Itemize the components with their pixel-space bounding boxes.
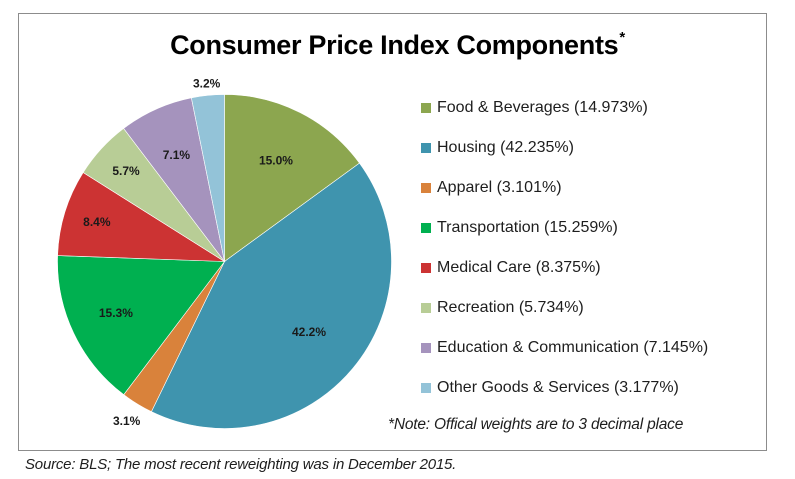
source-caption: Source: BLS; The most recent reweighting… (25, 456, 457, 473)
chart-title: Consumer Price Index Components* (0, 29, 795, 61)
pie-slice-food-beverages (224, 94, 360, 263)
data-label-medical-care: 8.4% (83, 215, 111, 229)
legend-item: Education & Communication (7.145%) (421, 336, 708, 376)
chart-title-text: Consumer Price Index Components (170, 30, 619, 60)
legend-item: Transportation (15.259%) (421, 216, 708, 256)
pie-slice-transportation (57, 255, 226, 396)
data-label-food-beverages: 15.0% (259, 153, 293, 167)
pie-slice-housing (151, 162, 392, 429)
legend-label: Food & Beverages (14.973%) (437, 99, 648, 116)
legend-label: Housing (42.235%) (437, 139, 574, 156)
legend-swatch (421, 343, 431, 353)
legend-item: Housing (42.235%) (421, 136, 708, 176)
data-label-apparel: 3.1% (113, 414, 141, 428)
pie-slice-medical-care (57, 172, 226, 262)
legend-swatch (421, 303, 431, 313)
data-label-transportation: 15.3% (99, 306, 133, 320)
legend-item: Food & Beverages (14.973%) (421, 96, 708, 136)
pie-slice-other-goods-services (191, 94, 225, 262)
data-label-recreation: 5.7% (112, 164, 140, 178)
legend-label: Recreation (5.734%) (437, 299, 584, 316)
legend-swatch (421, 103, 431, 113)
data-label-housing: 42.2% (292, 325, 326, 339)
legend-label: Medical Care (8.375%) (437, 259, 601, 276)
data-label-other-goods-services: 3.2% (193, 77, 221, 91)
title-asterisk: * (619, 29, 625, 46)
legend-item: Other Goods & Services (3.177%) (421, 376, 708, 416)
legend-swatch (421, 183, 431, 193)
pie-slices (57, 94, 392, 429)
legend-swatch (421, 263, 431, 273)
data-label-education-communication: 7.1% (163, 148, 191, 162)
legend-swatch (421, 223, 431, 233)
legend-item: Apparel (3.101%) (421, 176, 708, 216)
legend-swatch (421, 143, 431, 153)
legend-swatch (421, 383, 431, 393)
legend-item: Recreation (5.734%) (421, 296, 708, 336)
legend-item: Medical Care (8.375%) (421, 256, 708, 296)
legend-label: Apparel (3.101%) (437, 179, 562, 196)
chart-legend: Food & Beverages (14.973%) Housing (42.23… (421, 96, 708, 416)
chart-note: *Note: Offical weights are to 3 decimal … (388, 416, 684, 433)
legend-label: Education & Communication (7.145%) (437, 339, 709, 356)
legend-label: Transportation (15.259%) (437, 219, 618, 236)
pie-data-labels: 15.0% 42.2% 3.1% 15.3% 8.4% 5.7% 7.1% 3.2% (83, 77, 326, 428)
legend-label: Other Goods & Services (3.177%) (437, 379, 679, 396)
